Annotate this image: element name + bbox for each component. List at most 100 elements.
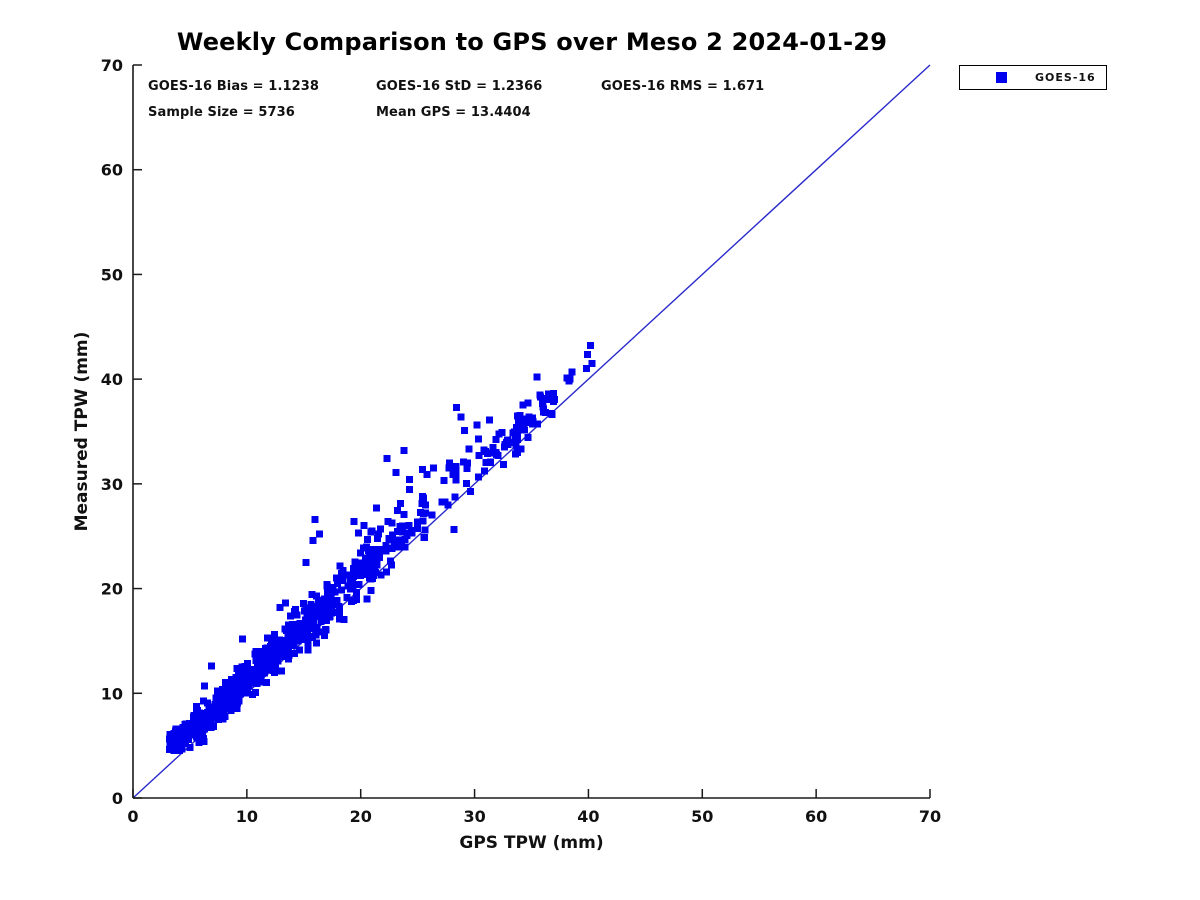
scatter-point bbox=[351, 558, 359, 566]
scatter-point bbox=[338, 586, 346, 594]
scatter-point bbox=[322, 626, 330, 634]
scatter-point bbox=[213, 706, 221, 714]
scatter-point bbox=[200, 735, 207, 743]
scatter-point bbox=[367, 565, 375, 573]
scatter-point bbox=[219, 686, 227, 694]
scatter-point bbox=[373, 561, 381, 569]
scatter-point bbox=[235, 689, 243, 697]
scatter-point bbox=[182, 740, 189, 748]
scatter-point bbox=[227, 691, 235, 699]
scatter-point bbox=[374, 530, 382, 538]
scatter-point bbox=[529, 418, 537, 426]
scatter-point bbox=[385, 536, 393, 544]
scatter-point bbox=[451, 493, 459, 501]
scatter-point bbox=[419, 493, 427, 501]
scatter-point bbox=[308, 590, 316, 598]
scatter-point bbox=[207, 724, 215, 731]
scatter-point bbox=[174, 739, 182, 747]
legend-label: GOES-16 bbox=[1035, 71, 1096, 84]
scatter-point bbox=[304, 639, 312, 647]
scatter-point bbox=[511, 439, 519, 447]
scatter-point bbox=[463, 480, 471, 488]
scatter-point bbox=[312, 631, 320, 639]
scatter-point bbox=[422, 501, 430, 509]
scatter-point bbox=[340, 616, 348, 624]
scatter-point bbox=[283, 627, 291, 634]
scatter-point bbox=[233, 664, 241, 672]
x-tick-label: 60 bbox=[805, 807, 827, 826]
scatter-point bbox=[354, 529, 362, 537]
scatter-point bbox=[309, 619, 316, 627]
scatter-point bbox=[513, 434, 521, 442]
scatter-point bbox=[566, 375, 574, 383]
scatter-point bbox=[287, 612, 294, 620]
scatter-point bbox=[214, 692, 222, 700]
scatter-point bbox=[270, 631, 278, 638]
scatter-point bbox=[333, 579, 341, 587]
scatter-point bbox=[304, 646, 312, 654]
scatter-point bbox=[329, 584, 337, 592]
scatter-point bbox=[421, 533, 428, 541]
scatter-point bbox=[518, 415, 526, 423]
scatter-point bbox=[480, 446, 488, 454]
scatter-point bbox=[203, 709, 211, 717]
scatter-point bbox=[350, 518, 358, 526]
scatter-point bbox=[397, 536, 405, 544]
scatter-point bbox=[221, 712, 229, 720]
scatter-point bbox=[533, 420, 541, 428]
scatter-point bbox=[324, 588, 332, 596]
scatter-point bbox=[268, 636, 275, 643]
y-tick-label: 30 bbox=[101, 475, 123, 494]
scatter-point bbox=[445, 464, 453, 472]
scatter-point bbox=[284, 621, 292, 629]
scatter-point bbox=[404, 529, 412, 537]
scatter-point bbox=[201, 682, 209, 690]
x-tick-label: 10 bbox=[236, 807, 258, 826]
scatter-point bbox=[256, 666, 264, 674]
scatter-point bbox=[302, 558, 310, 566]
scatter-point bbox=[294, 637, 302, 645]
scatter-point bbox=[285, 655, 293, 663]
scatter-point bbox=[399, 528, 406, 536]
scatter-point bbox=[322, 617, 330, 625]
scatter-point bbox=[583, 364, 591, 372]
scatter-point bbox=[233, 676, 241, 684]
scatter-point bbox=[377, 571, 385, 579]
scatter-point bbox=[316, 530, 324, 538]
scatter-point bbox=[405, 522, 413, 529]
scatter-point bbox=[368, 527, 376, 535]
scatter-point bbox=[223, 682, 230, 690]
legend: GOES-16 bbox=[959, 65, 1107, 90]
x-tick-label: 0 bbox=[127, 807, 138, 826]
scatter-point bbox=[357, 564, 365, 572]
scatter-point bbox=[228, 675, 235, 683]
scatter-point bbox=[347, 597, 355, 605]
scatter-point bbox=[384, 518, 392, 526]
scatter-point bbox=[325, 608, 332, 616]
scatter-point bbox=[539, 403, 547, 411]
scatter-point bbox=[309, 536, 317, 544]
scatter-point bbox=[220, 702, 227, 710]
scatter-point bbox=[457, 413, 465, 421]
stat-goes16-std: GOES-16 StD = 1.2366 bbox=[376, 79, 543, 94]
scatter-point bbox=[326, 592, 334, 600]
scatter-point bbox=[475, 435, 483, 443]
scatter-point bbox=[383, 455, 391, 463]
scatter-point bbox=[419, 517, 427, 525]
scatter-point bbox=[467, 487, 475, 495]
scatter-point bbox=[441, 498, 449, 506]
scatter-point bbox=[463, 464, 471, 472]
scatter-point bbox=[359, 544, 367, 552]
scatter-point bbox=[313, 623, 321, 631]
x-tick-label: 50 bbox=[691, 807, 713, 826]
scatter-point bbox=[318, 614, 326, 622]
scatter-point bbox=[241, 686, 249, 694]
scatter-point bbox=[333, 597, 341, 605]
scatter-point bbox=[430, 464, 438, 472]
scatter-point bbox=[195, 739, 203, 746]
scatter-point bbox=[501, 443, 509, 451]
scatter-point bbox=[421, 526, 429, 534]
scatter-point bbox=[280, 636, 288, 644]
scatter-point bbox=[237, 680, 245, 688]
scatter-point bbox=[184, 726, 192, 734]
